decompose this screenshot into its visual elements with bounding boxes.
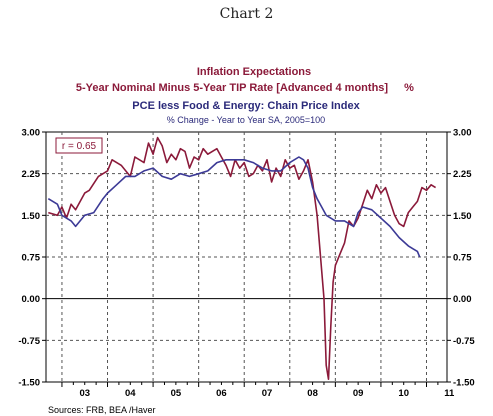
- correlation-box: [55, 137, 103, 154]
- y-tick-label: -1.50: [18, 378, 40, 389]
- x-tick-label: 09: [353, 388, 364, 399]
- y-tick-label: 0.00: [22, 294, 41, 305]
- y-tick-label: 0.75: [22, 253, 41, 264]
- y-tick-label: 3.00: [22, 128, 41, 139]
- tip-spread-line: [48, 136, 437, 380]
- pce-core-line: [47, 156, 421, 258]
- y-tick-label: 2.25: [22, 169, 41, 180]
- blue-series-subtitle: PCE less Food & Energy: Chain Price Inde…: [132, 100, 360, 112]
- y-tick-label: 0.75: [453, 253, 472, 264]
- x-tick-label: 06: [216, 388, 227, 399]
- source-note: Sources: FRB, BEA /Haver: [48, 405, 156, 415]
- grid-lines: [46, 132, 447, 382]
- y-tick-label: 1.50: [22, 211, 41, 222]
- x-axis: 03 04 05 06 07 08 09 10 11: [61, 382, 455, 399]
- y-axis-right: 3.00 2.25 1.50 0.75 0.00 -0.75 -1.50: [447, 128, 475, 389]
- y-tick-label: 2.25: [453, 169, 472, 180]
- x-tick-label: 03: [79, 388, 90, 399]
- x-tick-label: 04: [125, 388, 136, 399]
- y-tick-label: -0.75: [453, 336, 475, 347]
- y-tick-label: 1.50: [453, 211, 472, 222]
- y-tick-label: -1.50: [453, 378, 475, 389]
- blue-series-note: % Change - Year to Year SA, 2005=100: [167, 115, 325, 125]
- chart-label: Chart 2: [219, 6, 274, 22]
- y-tick-label: 3.00: [453, 128, 472, 139]
- red-series-unit: %: [404, 82, 414, 94]
- correlation-label: r = 0.65: [62, 141, 97, 152]
- x-tick-label: 08: [307, 388, 318, 399]
- x-tick-label: 07: [262, 388, 273, 399]
- y-axis-left: 3.00 2.25 1.50 0.75 0.00 -0.75 -1.50: [18, 128, 46, 389]
- x-tick-label: 11: [444, 388, 455, 399]
- x-tick-label: 05: [171, 388, 182, 399]
- series-lines: [47, 136, 437, 380]
- x-tick-label: 10: [398, 388, 409, 399]
- red-series-subtitle: 5-Year Nominal Minus 5-Year TIP Rate [Ad…: [76, 82, 388, 94]
- y-tick-label: 0.00: [453, 294, 472, 305]
- chart-title: Inflation Expectations: [197, 66, 311, 78]
- y-tick-label: -0.75: [18, 336, 40, 347]
